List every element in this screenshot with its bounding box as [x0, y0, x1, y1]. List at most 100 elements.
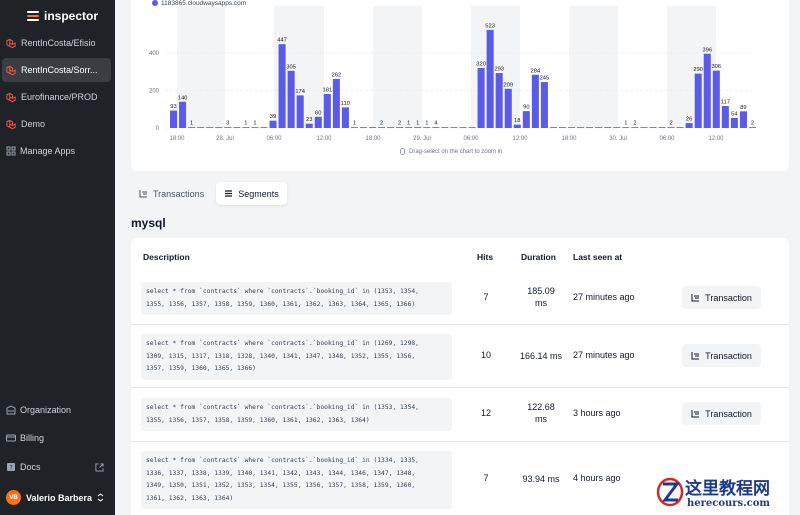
y-tick-label: 400 — [149, 51, 160, 57]
bar — [296, 95, 304, 128]
data-label: 245 — [540, 76, 550, 82]
chart-card[interactable]: 0 200 400 1183865.cloudwaysapps.com 93 140 1 3 1… — [131, 0, 789, 171]
bar — [405, 127, 413, 128]
avatar: VB — [6, 490, 21, 505]
bar — [640, 127, 648, 128]
data-label: 18 — [514, 118, 520, 124]
bar — [667, 127, 675, 128]
credit-card-icon — [6, 434, 16, 442]
hits-value: 12 — [480, 408, 491, 418]
bar — [197, 127, 205, 128]
sidebar-item-billing[interactable]: Billing — [2, 426, 111, 450]
duration-value: 122.68 ms — [527, 402, 555, 424]
bar — [622, 127, 630, 128]
bar — [477, 68, 485, 128]
data-label: 89 — [740, 105, 746, 111]
bar — [369, 127, 377, 128]
bar — [721, 106, 729, 128]
tab-transactions[interactable]: Transactions — [131, 182, 212, 205]
tabs: Transactions Segments — [131, 182, 287, 205]
table-row: select * from `contracts` where `contrac… — [131, 441, 789, 515]
bar — [712, 70, 720, 128]
sidebar-item-organization[interactable]: Organization — [2, 398, 111, 422]
sidebar-item-app-4[interactable]: Demo — [2, 112, 111, 136]
transaction-button[interactable]: Transaction — [682, 286, 761, 309]
data-label: 39 — [270, 114, 276, 120]
watermark-text: 这里教程网 — [685, 479, 770, 499]
data-label: 93 — [170, 104, 176, 110]
brand-name: inspector — [44, 9, 99, 23]
bar — [378, 127, 386, 128]
bar — [631, 127, 639, 128]
section-title: mysql — [131, 216, 166, 230]
bar — [269, 120, 277, 128]
bar — [414, 127, 422, 128]
duration-value: 166.14 ms — [519, 351, 563, 361]
bar — [613, 127, 621, 128]
data-label: 4 — [434, 121, 438, 127]
bar — [549, 127, 557, 128]
chart-band — [569, 6, 618, 128]
bar — [323, 94, 331, 128]
x-tick-label: 12:00 — [512, 136, 528, 142]
sidebar-item-app-3[interactable]: Eurofinance/PROD — [2, 85, 111, 109]
data-label: 60 — [315, 110, 321, 116]
data-label: 110 — [341, 101, 350, 107]
bar — [341, 107, 349, 128]
data-label: 1 — [253, 121, 256, 127]
chevron-updown-icon — [97, 493, 104, 502]
user-menu[interactable]: VB Valerio Barbera — [6, 490, 104, 505]
data-label: 2 — [398, 121, 401, 127]
transaction-button[interactable]: Transaction — [682, 344, 761, 367]
bar — [694, 73, 702, 128]
data-label: 23 — [306, 117, 312, 123]
y-tick-label: 0 — [156, 126, 160, 132]
x-tick-label: 18:00 — [169, 136, 185, 142]
data-label: 181 — [322, 88, 332, 94]
hits-value: 7 — [483, 292, 489, 302]
transaction-icon — [691, 410, 700, 418]
bar — [577, 127, 585, 128]
bar — [242, 127, 250, 128]
duration-value: 93.94 ms — [522, 474, 560, 484]
y-tick-label: 200 — [149, 89, 160, 95]
x-tick-label: 30. Jul — [609, 136, 627, 142]
data-label: 1 — [190, 121, 193, 127]
bar — [586, 127, 594, 128]
bar — [287, 70, 295, 128]
transaction-icon — [139, 190, 147, 198]
sidebar-item-app-1[interactable]: RentInCosta/Efisio — [2, 31, 111, 55]
building-icon — [6, 405, 16, 415]
sidebar-item-label: Eurofinance/PROD — [21, 92, 98, 102]
last-seen-value: 3 hours ago — [573, 408, 621, 418]
x-tick-label: 28. Jul — [216, 136, 234, 142]
grid-icon — [6, 146, 16, 156]
data-label: 2 — [633, 121, 636, 127]
data-label: 117 — [721, 100, 730, 106]
header-last-seen: Last seen at — [573, 252, 623, 262]
bar — [179, 101, 187, 128]
data-label: 174 — [295, 89, 305, 95]
bar — [504, 88, 512, 128]
bar — [423, 127, 431, 128]
bar — [739, 111, 747, 128]
bar — [595, 127, 603, 128]
segments-icon — [225, 190, 233, 197]
sidebar-item-manage-apps[interactable]: Manage Apps — [2, 139, 111, 163]
x-tick-label: 12:00 — [316, 136, 332, 142]
bar — [649, 127, 657, 128]
bar — [540, 82, 548, 128]
tab-segments[interactable]: Segments — [216, 182, 287, 205]
sidebar-item-docs[interactable]: ? Docs — [2, 455, 104, 479]
table-row: select * from `contracts` where `contrac… — [131, 324, 789, 387]
sidebar-item-label: Organization — [20, 405, 72, 415]
bar — [396, 127, 404, 128]
transaction-icon — [691, 352, 700, 360]
sidebar-item-app-2[interactable]: RentInCosta/Sorr... — [2, 58, 111, 82]
data-label: 2 — [380, 121, 383, 127]
brand[interactable]: inspector — [27, 9, 98, 23]
sidebar-item-label: Manage Apps — [20, 146, 76, 156]
transaction-button[interactable]: Transaction — [682, 402, 761, 425]
data-label: 1 — [624, 121, 627, 127]
